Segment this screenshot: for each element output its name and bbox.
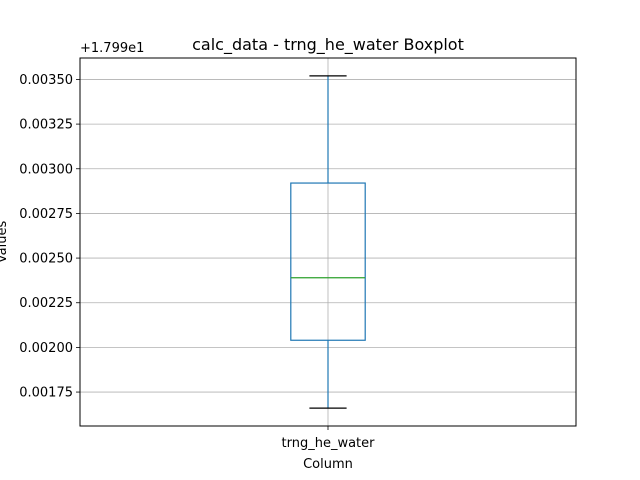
y-tick-label: 0.00200 — [19, 341, 73, 356]
y-tick-label: 0.00350 — [19, 73, 73, 88]
y-tick-label: 0.00225 — [19, 296, 73, 311]
y-tick-label: 0.00250 — [19, 252, 73, 267]
y-axis: 0.00175 0.00200 0.00225 0.00250 0.00275 0.003… — [19, 73, 80, 401]
y-tick-label: 0.00300 — [19, 162, 73, 177]
y-axis-label: Values — [0, 221, 10, 264]
y-tick-label: 0.00325 — [19, 118, 73, 133]
x-axis-label: Column — [303, 457, 353, 472]
chart-title: calc_data - trng_he_water Boxplot — [192, 35, 464, 55]
y-tick-label: 0.00175 — [19, 386, 73, 401]
y-tick-label: 0.00275 — [19, 207, 73, 222]
box-group — [290, 75, 366, 409]
x-axis: trng_he_water — [282, 426, 376, 451]
iqr-box — [290, 182, 366, 341]
x-tick-label: trng_he_water — [282, 436, 376, 451]
y-offset-label: +1.799e1 — [80, 41, 144, 56]
